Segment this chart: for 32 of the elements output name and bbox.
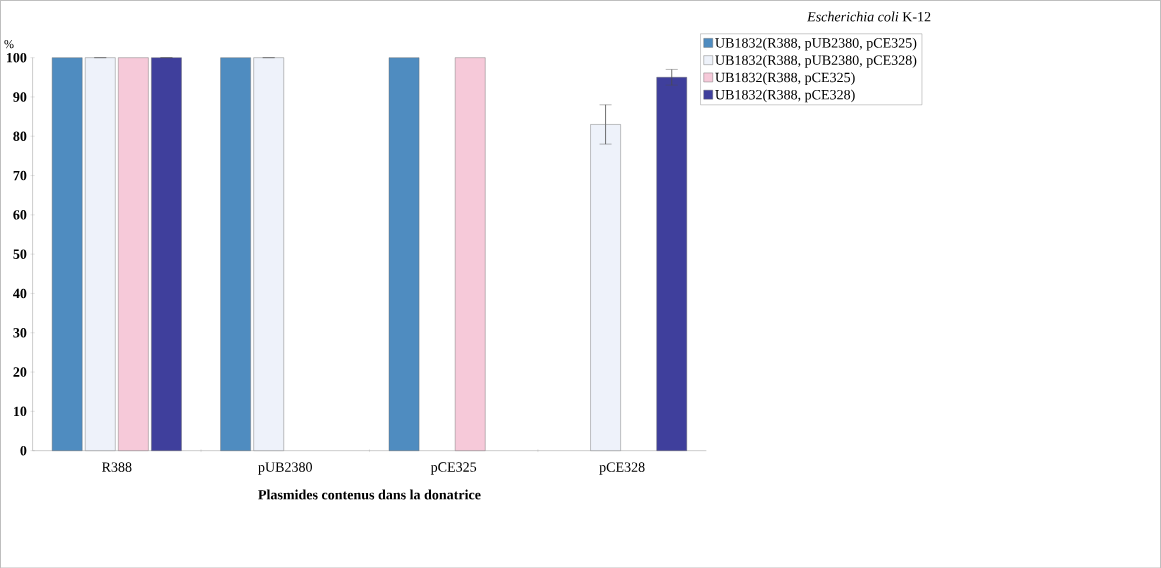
- y-tick-label: 100: [6, 52, 27, 63]
- bar: [151, 57, 182, 451]
- y-tick-label: 30: [13, 327, 27, 338]
- x-tick-label: R388: [102, 462, 132, 472]
- bar: [656, 76, 687, 451]
- legend-title: Escherichia coli K-12: [806, 11, 931, 22]
- y-tick-label: 0: [20, 445, 27, 456]
- bar: [590, 124, 621, 451]
- legend-label: UB1832(R388, pUB2380, pCE325): [715, 37, 917, 51]
- y-tick-label: 10: [14, 406, 27, 416]
- y-tick-label: 40: [13, 288, 27, 298]
- y-tick-label: 70: [13, 170, 27, 181]
- y-tick-label: 50: [13, 249, 27, 259]
- bar: [118, 57, 149, 451]
- x-tick-label: pCE328: [599, 462, 645, 475]
- y-tick-label: 20: [13, 367, 27, 377]
- bar: [253, 57, 284, 451]
- x-axis-title: Plasmides contenus dans la donatrice: [258, 489, 481, 500]
- x-tick-label: pCE325: [430, 462, 477, 475]
- y-tick-label: 80: [13, 131, 27, 141]
- y-tick-label: 90: [13, 91, 27, 102]
- bar: [51, 57, 83, 451]
- legend-label: UB1832(R388, pUB2380, pCE328): [715, 54, 917, 68]
- bar: [220, 57, 251, 451]
- bar: [85, 57, 116, 451]
- legend-label: UB1832(R388, pCE328): [715, 89, 855, 103]
- bar: [454, 57, 486, 451]
- x-tick-label: pUB2380: [258, 462, 312, 475]
- y-axis-title: %: [4, 39, 14, 48]
- bar: [388, 57, 420, 451]
- legend-label: UB1832(R388, pCE325): [715, 72, 855, 85]
- y-tick-label: 60: [13, 209, 27, 220]
